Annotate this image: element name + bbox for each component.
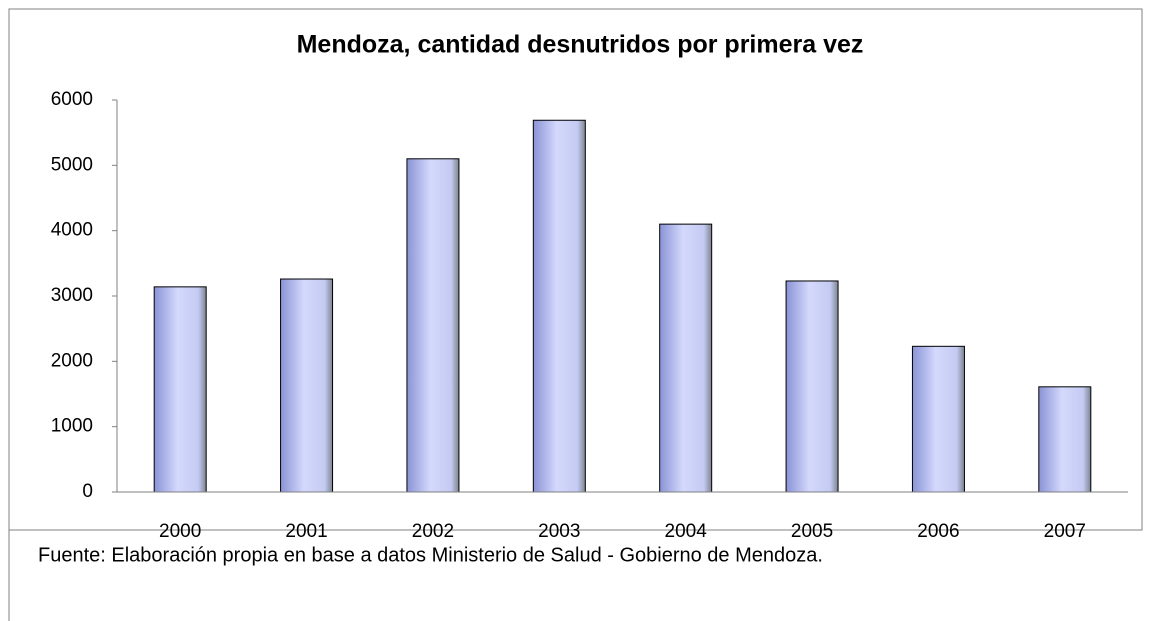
bar: [153, 286, 207, 493]
bar: [532, 119, 586, 493]
x-tick-label: 2003: [538, 521, 580, 542]
bar: [785, 280, 839, 493]
chart-title: Mendoza, cantidad desnutridos por primer…: [297, 31, 864, 59]
y-tick-label: 2000: [51, 350, 93, 371]
bar: [406, 158, 460, 493]
bar: [280, 278, 334, 493]
y-tick-label: 6000: [51, 89, 93, 110]
x-tick-label: 2002: [412, 521, 454, 542]
y-tick-label: 4000: [51, 220, 93, 241]
bar: [659, 223, 713, 493]
bar: [1038, 386, 1092, 493]
y-tick-label: 0: [82, 481, 93, 502]
x-tick-label: 2001: [285, 521, 327, 542]
footnote: Fuente: Elaboración propia en base a dat…: [38, 544, 823, 566]
x-tick-label: 2006: [917, 521, 959, 542]
y-tick-label: 3000: [51, 285, 93, 306]
x-tick-label: 2005: [791, 521, 833, 542]
y-tick-label: 1000: [51, 416, 93, 437]
x-tick-label: 2004: [665, 521, 708, 542]
bar: [911, 345, 965, 493]
x-tick-label: 2000: [159, 521, 201, 542]
chart-frame: [8, 8, 1143, 531]
x-tick-label: 2007: [1044, 521, 1086, 542]
y-tick-label: 5000: [51, 154, 93, 175]
